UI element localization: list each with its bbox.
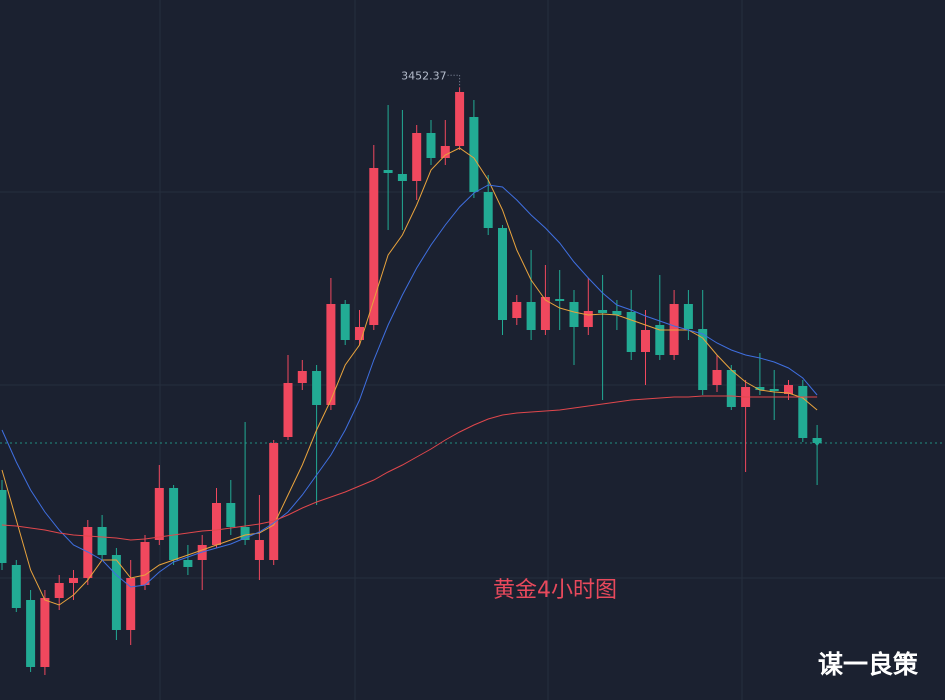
- candle-body: [755, 387, 765, 390]
- candle-body: [469, 117, 479, 192]
- candle-body: [512, 302, 522, 318]
- candle-body: [126, 578, 136, 630]
- candle-body: [140, 542, 150, 585]
- candle-body: [683, 304, 693, 329]
- candle-body: [440, 146, 450, 158]
- candle-body: [97, 527, 107, 555]
- candle-body: [40, 598, 50, 667]
- candle-body: [798, 386, 808, 438]
- candle-body: [569, 302, 579, 327]
- candle-body: [226, 503, 236, 527]
- candle-body: [254, 540, 264, 560]
- candle-body: [312, 371, 322, 405]
- candle-body: [698, 329, 708, 390]
- candle-body: [326, 304, 336, 405]
- candle-body: [283, 383, 293, 437]
- candle-body: [355, 327, 364, 340]
- candle-body: [526, 302, 536, 330]
- candle-body: [397, 174, 407, 181]
- candle-body: [483, 192, 493, 228]
- moving-average: [1, 395, 818, 541]
- candle-body: [297, 371, 307, 383]
- candle-body: [641, 330, 650, 352]
- candle-body: [383, 170, 393, 173]
- candle-body: [555, 299, 565, 301]
- candle-body: [655, 325, 665, 355]
- candle-body: [111, 555, 121, 630]
- candle-body: [240, 527, 250, 540]
- candle-body: [69, 578, 78, 583]
- candle-body: [598, 310, 608, 313]
- high-label: 3452.37: [401, 69, 447, 82]
- candle-body: [169, 488, 179, 560]
- candle-body: [426, 133, 436, 158]
- candle-body: [183, 560, 193, 567]
- candle-body: [26, 600, 36, 667]
- candle-body: [0, 490, 7, 563]
- candle-body: [583, 311, 593, 327]
- candle-body: [11, 565, 21, 608]
- moving-average: [1, 184, 818, 588]
- chart-title: 黄金4小时图: [493, 578, 617, 603]
- candle-body: [340, 304, 350, 340]
- moving-average: [1, 147, 818, 606]
- candle-body: [540, 297, 550, 330]
- candle-body: [712, 370, 722, 385]
- high-connector: [447, 74, 461, 88]
- candle-body: [769, 389, 779, 391]
- candle-body: [269, 443, 279, 560]
- candle-body: [626, 312, 636, 352]
- candle-body: [369, 168, 379, 325]
- candle-body: [54, 583, 64, 598]
- candles: [0, 87, 822, 675]
- watermark: 谋一良策: [818, 650, 919, 679]
- candle-body: [498, 228, 507, 320]
- candle-body: [212, 503, 221, 545]
- last-price-marker: [812, 440, 823, 446]
- candle-body: [412, 133, 422, 181]
- candle-body: [455, 92, 465, 146]
- candle-body: [726, 370, 736, 407]
- candle-body: [154, 488, 164, 540]
- candle-body: [784, 385, 793, 394]
- candle-body: [612, 311, 622, 315]
